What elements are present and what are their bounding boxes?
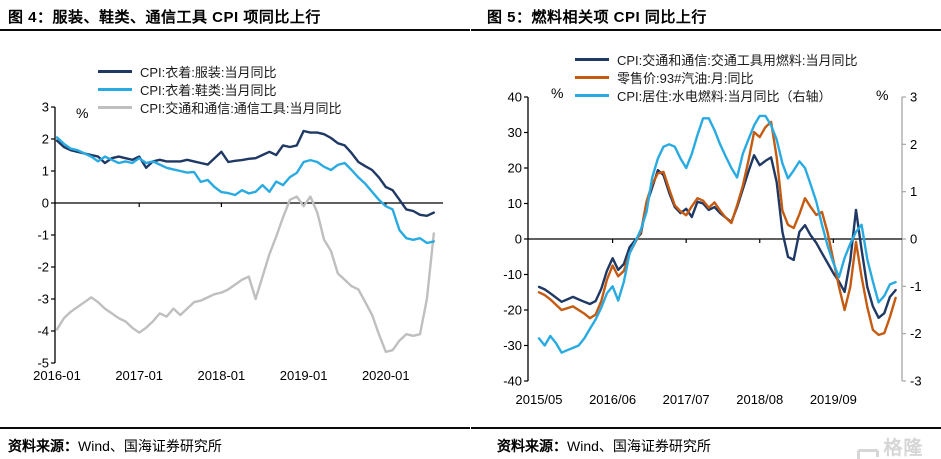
legend-line-swatch — [98, 87, 132, 91]
left-axis-unit-label: % — [76, 105, 89, 121]
x-tick-label: 2015/05 — [516, 392, 563, 407]
y-tick-label-right: 2 — [910, 137, 917, 152]
legend-line-swatch — [575, 57, 609, 61]
x-tick-label: 2019-01 — [280, 368, 328, 383]
figure4-source-row: 资料来源：Wind、国海证券研究所 — [0, 427, 470, 456]
y-tick-label-right: -1 — [910, 279, 922, 294]
gelonghui-logo-icon — [857, 448, 880, 459]
y-tick-label-left: 0 — [515, 232, 522, 247]
y-tick-label-left: -10 — [503, 267, 522, 282]
gelonghui-logo-text: 格隆汇 — [883, 438, 924, 459]
y-tick-label-right: -3 — [910, 374, 922, 389]
series-line — [537, 153, 897, 319]
x-tick-label: 2016-01 — [33, 368, 81, 383]
y-tick-label-left: -40 — [503, 374, 522, 389]
y-tick-label-right: 1 — [910, 184, 917, 199]
figure5-legend: CPI:交通和通信:交通工具用燃料:当月同比 零售价:93#汽油:月:同比 CP… — [575, 50, 858, 104]
y-tick-label-left: 10 — [508, 196, 522, 211]
legend-item: CPI:衣着:鞋类:当月同比 — [98, 80, 342, 98]
y-tick-label-left: 20 — [508, 161, 522, 176]
legend-label: CPI:衣着:服装:当月同比 — [140, 64, 277, 80]
legend-line-swatch — [575, 75, 609, 79]
legend-line-swatch — [98, 105, 132, 109]
figure4-title-row: 图 4：服装、鞋类、通信工具 CPI 项同比上行 — [0, 0, 470, 31]
y-tick-label-left: -20 — [503, 303, 522, 318]
y-tick-label-right: -2 — [910, 326, 922, 341]
legend-item: 零售价:93#汽油:月:同比 — [575, 68, 858, 86]
legend-label: CPI:交通和通信:通信工具:当月同比 — [140, 100, 342, 116]
y-tick-label-left: 3 — [42, 100, 49, 115]
y-tick-label-left: 2 — [42, 132, 49, 147]
x-tick-label: 2017-01 — [115, 368, 163, 383]
y-tick-label-right: 0 — [910, 232, 917, 247]
y-tick-label-left: 0 — [42, 196, 49, 211]
source-text: Wind、国海证券研究所 — [78, 438, 222, 454]
y-tick-label-left: -4 — [37, 324, 49, 339]
legend-label: CPI:居住:水电燃料:当月同比（右轴） — [617, 88, 832, 104]
x-tick-label: 2020-01 — [362, 368, 410, 383]
series-line — [55, 195, 435, 353]
source-label: 资料来源： — [8, 438, 78, 454]
series-line — [55, 129, 435, 218]
source-label: 资料来源： — [497, 438, 567, 454]
figure5-title: 图 5：燃料相关项 CPI 同比上行 — [487, 9, 707, 26]
figure4-title: 图 4：服装、鞋类、通信工具 CPI 项同比上行 — [8, 9, 321, 26]
figure4-panel: 3 2 1 0 -1 -2 -3 -4 -5 2016-01 2017-01 2018-01 2019-… — [0, 0, 470, 459]
y-tick-label-left: -30 — [503, 338, 522, 353]
series-line — [537, 114, 897, 354]
gelonghui-watermark: 格隆汇 — [857, 433, 941, 459]
legend-item: CPI:交通和通信:交通工具用燃料:当月同比 — [575, 50, 858, 68]
series-line — [537, 120, 897, 337]
legend-label: CPI:衣着:鞋类:当月同比 — [140, 82, 277, 98]
y-tick-label-left: -2 — [37, 260, 49, 275]
x-tick-label: 2018/08 — [736, 392, 783, 407]
y-tick-label-left: 40 — [508, 90, 522, 105]
legend-line-swatch — [575, 93, 609, 97]
series-line — [55, 136, 435, 245]
source-text: Wind、国海证券研究所 — [567, 438, 711, 454]
y-tick-label-left: -3 — [37, 292, 49, 307]
x-tick-label: 2016/06 — [589, 392, 636, 407]
figure5-source-row: 资料来源：Wind、国海证券研究所 — [471, 427, 941, 456]
y-tick-label-left: -1 — [37, 228, 49, 243]
figure4-legend: CPI:衣着:服装:当月同比 CPI:衣着:鞋类:当月同比 CPI:交通和通信:… — [98, 62, 342, 116]
legend-line-swatch — [98, 69, 132, 73]
right-axis-unit-label: % — [876, 87, 889, 103]
figure5-title-row: 图 5：燃料相关项 CPI 同比上行 — [471, 0, 941, 31]
y-tick-label-left: -5 — [37, 356, 49, 371]
legend-label: CPI:交通和通信:交通工具用燃料:当月同比 — [617, 52, 858, 68]
x-tick-label: 2017/07 — [663, 392, 710, 407]
x-tick-label: 2019/09 — [810, 392, 857, 407]
legend-item: CPI:居住:水电燃料:当月同比（右轴） — [575, 86, 858, 104]
y-tick-label-left: 1 — [42, 164, 49, 179]
y-tick-label-left: 30 — [508, 125, 522, 140]
left-axis-unit-label: % — [551, 85, 564, 101]
y-tick-label-right: 3 — [910, 90, 917, 105]
legend-item: CPI:衣着:服装:当月同比 — [98, 62, 342, 80]
figure5-panel: 40 30 20 10 0 -10 -20 -30 -40 3 2 1 0 -1 -2 -3 2015/05 20… — [471, 0, 941, 459]
legend-item: CPI:交通和通信:通信工具:当月同比 — [98, 98, 342, 116]
x-tick-label: 2018-01 — [198, 368, 246, 383]
legend-label: 零售价:93#汽油:月:同比 — [617, 70, 754, 86]
